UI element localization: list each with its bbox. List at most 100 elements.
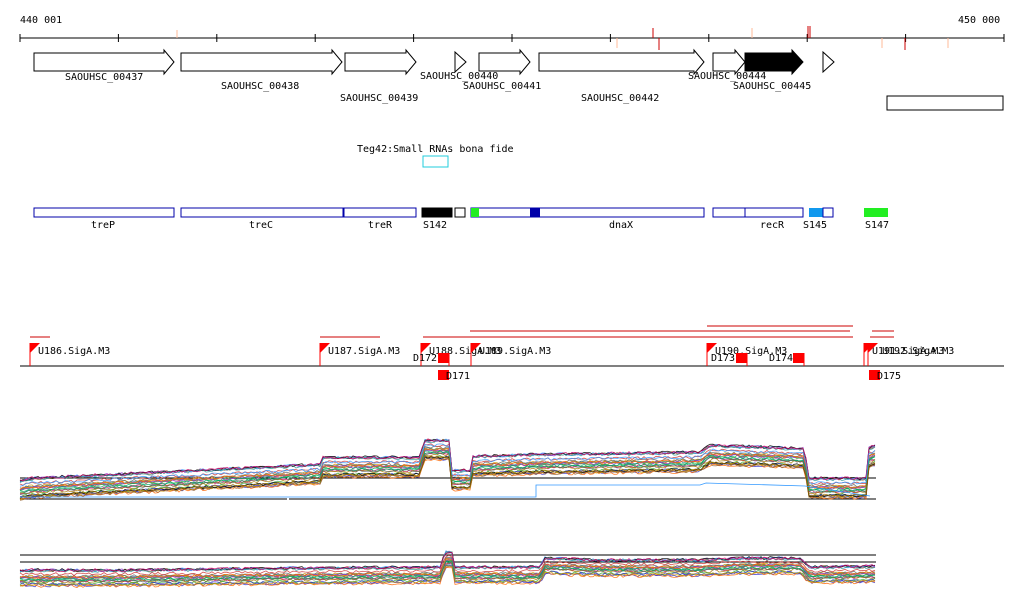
expression-profile-line bbox=[19, 438, 876, 482]
expression-profile-line bbox=[19, 565, 876, 587]
position-ruler: 440 001 450 000 bbox=[19, 15, 1005, 50]
segment-treC[interactable] bbox=[180, 207, 344, 218]
gene-arrow-SAOUHSC_00441[interactable]: SAOUHSC_00441 bbox=[463, 48, 541, 92]
segment-treR[interactable] bbox=[343, 207, 417, 218]
segment-label: S142 bbox=[423, 220, 447, 231]
expression-profile-line bbox=[19, 457, 876, 501]
promoter-U189[interactable]: U189.SigA.M3 bbox=[470, 343, 551, 366]
expression-profile-line bbox=[19, 445, 876, 490]
promoter-extent-lines bbox=[30, 325, 894, 338]
expression-profile-line bbox=[19, 564, 876, 587]
segment-dnaX-green-part bbox=[471, 208, 479, 217]
promoter-U187[interactable]: U187.SigA.M3 bbox=[319, 343, 400, 366]
promoter-track: U186.SigA.M3 U187.SigA.M3 U188.SigA.M3 U… bbox=[20, 325, 1004, 382]
gene-label: SAOUHSC_00442 bbox=[581, 93, 659, 104]
promoter-U188[interactable]: U188.SigA.M3 bbox=[420, 343, 501, 366]
expression-profile-line bbox=[19, 450, 876, 493]
gene-arrow-SAOUHSC_00442[interactable]: SAOUHSC_00442 bbox=[538, 48, 705, 104]
segment-S145-tail bbox=[822, 207, 834, 218]
downstream-D173[interactable]: D173 bbox=[711, 353, 748, 366]
promoter-label: U187.SigA.M3 bbox=[328, 346, 400, 357]
segment-recR[interactable] bbox=[712, 207, 804, 218]
expression-profile-line bbox=[19, 455, 876, 500]
expression-track-upper bbox=[19, 438, 876, 515]
gene-arrow-SAOUHSC_00445[interactable]: SAOUHSC_00445 bbox=[733, 48, 811, 92]
expression-profile-line bbox=[19, 443, 876, 487]
downstream-D175[interactable]: D175 bbox=[869, 370, 901, 382]
gene-box-unnamed[interactable] bbox=[886, 95, 1004, 111]
expression-profile-line bbox=[19, 559, 876, 582]
expression-profile-line bbox=[19, 443, 876, 486]
gene-label: SAOUHSC_00440 bbox=[420, 71, 498, 82]
expression-profile-line bbox=[19, 554, 876, 577]
ruler-feature-marks bbox=[176, 26, 949, 50]
small-rna-feature[interactable] bbox=[422, 155, 449, 168]
downstream-label: D173 bbox=[711, 353, 735, 364]
expression-upper-profiles bbox=[19, 438, 876, 501]
gene-arrow-SAOUHSC_00440[interactable]: SAOUHSC_00440 bbox=[420, 50, 498, 82]
promoter-U186[interactable]: U186.SigA.M3 bbox=[29, 343, 110, 366]
ruler-start-label: 440 001 bbox=[20, 15, 62, 26]
promoter-label: U190.SigA.M3 bbox=[715, 346, 787, 357]
promoter-label: U192.SigA.M3 bbox=[882, 346, 954, 357]
promoter-label: U189.SigA.M3 bbox=[479, 346, 551, 357]
promoter-label: U186.SigA.M3 bbox=[38, 346, 110, 357]
gene-label: SAOUHSC_00438 bbox=[221, 81, 299, 92]
segment-label: S147 bbox=[865, 220, 889, 231]
expression-profile-line bbox=[19, 558, 876, 579]
expression-profile-line bbox=[19, 456, 876, 500]
ruler-ticks bbox=[19, 34, 1005, 42]
segment-label: treR bbox=[368, 220, 393, 231]
segment-treP[interactable] bbox=[33, 207, 175, 218]
downstream-D171[interactable]: D171 bbox=[438, 370, 470, 382]
expression-profile-line bbox=[20, 451, 876, 494]
segment-label: recR bbox=[760, 220, 785, 231]
segment-label: treC bbox=[249, 220, 273, 231]
downstream-label: D172 bbox=[413, 353, 437, 364]
gene-arrow-SAOUHSC_00438[interactable]: SAOUHSC_00438 bbox=[180, 48, 343, 92]
segment-S142[interactable] bbox=[421, 207, 453, 218]
downstream-D172[interactable]: D172 bbox=[413, 353, 450, 366]
gene-label: SAOUHSC_00445 bbox=[733, 81, 811, 92]
gene-label: SAOUHSC_00439 bbox=[340, 93, 418, 104]
downstream-label: D174 bbox=[769, 353, 793, 364]
segment-S145[interactable] bbox=[809, 208, 823, 217]
segment-label: treP bbox=[91, 220, 115, 231]
segment-track: treP treC treR S142 dnaX recR S145 S147 bbox=[33, 207, 889, 231]
expression-profile-line bbox=[19, 552, 876, 572]
segment-dnaX-dark-part bbox=[530, 208, 540, 217]
gene-label: SAOUHSC_00444 bbox=[688, 71, 766, 82]
gene-label: SAOUHSC_00437 bbox=[65, 72, 143, 83]
segment-dnaX[interactable] bbox=[470, 207, 705, 218]
segment-small-box[interactable] bbox=[454, 207, 466, 218]
gene-arrow-SAOUHSC_00437[interactable]: SAOUHSC_00437 bbox=[33, 48, 175, 83]
downstream-D174[interactable]: D174 bbox=[769, 353, 805, 366]
expression-reference-trace bbox=[20, 482, 871, 498]
gene-arrow-SAOUHSC_00439[interactable]: SAOUHSC_00439 bbox=[340, 48, 418, 104]
expression-profile-line bbox=[20, 560, 876, 583]
segment-S147[interactable] bbox=[864, 208, 888, 217]
promoter-U192[interactable]: U192.SigA.M3 bbox=[867, 343, 954, 366]
gene-track: SAOUHSC_00437 SAOUHSC_00438 SAOUHSC_0043… bbox=[33, 48, 1004, 111]
expression-lower-profiles bbox=[19, 550, 876, 588]
segment-label: dnaX bbox=[609, 220, 633, 231]
expression-profile-line bbox=[19, 447, 876, 490]
promoter-U190[interactable]: U190.SigA.M3 bbox=[706, 343, 787, 366]
segment-label: S145 bbox=[803, 220, 827, 231]
small-rna-track: Teg42:Small RNAs bona fide bbox=[357, 144, 514, 168]
promoter-label: U188.SigA.M3 bbox=[429, 346, 501, 357]
gene-label: SAOUHSC_00441 bbox=[463, 81, 541, 92]
promoter-label: U191.SigA.M3 bbox=[872, 346, 944, 357]
gene-arrow-SAOUHSC_00444[interactable]: SAOUHSC_00444 bbox=[688, 48, 766, 82]
ruler-end-label: 450 000 bbox=[958, 15, 1000, 26]
expression-track-lower bbox=[19, 550, 876, 588]
downstream-label: D175 bbox=[877, 371, 901, 382]
small-rna-label: Teg42:Small RNAs bona fide bbox=[357, 144, 514, 155]
expression-profile-line bbox=[19, 449, 876, 492]
expression-profile-line bbox=[19, 451, 876, 495]
expression-profile-line bbox=[19, 448, 876, 490]
downstream-label: D171 bbox=[446, 371, 470, 382]
gene-arrow-unnamed[interactable] bbox=[822, 50, 835, 74]
